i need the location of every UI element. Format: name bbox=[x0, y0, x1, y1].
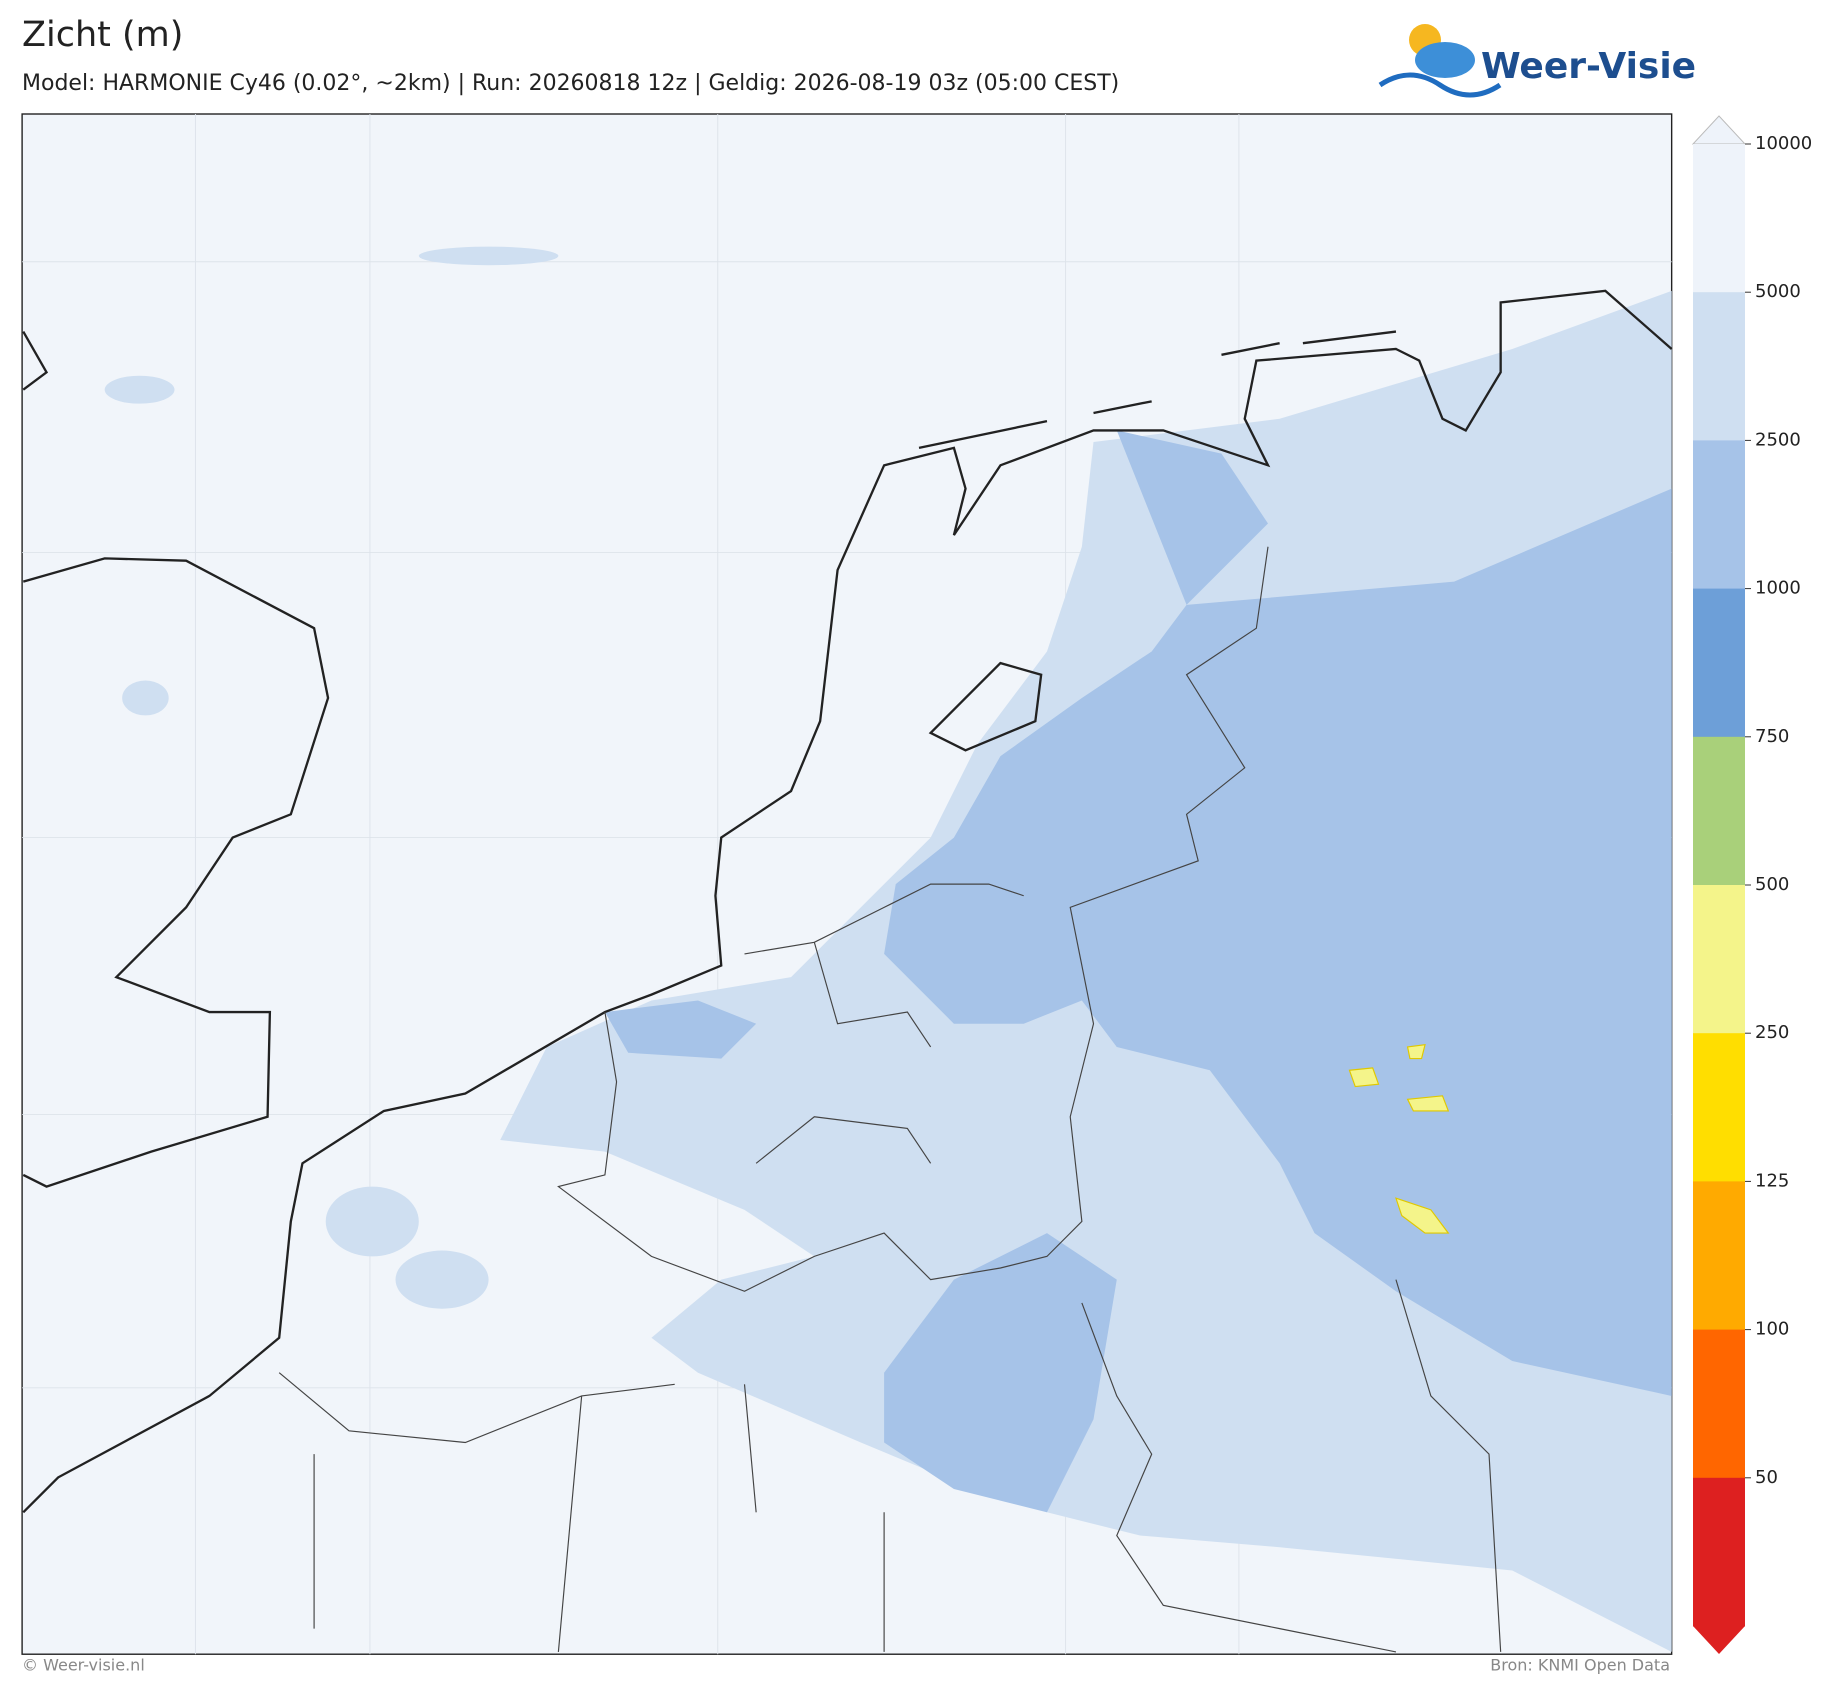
colorbar-tick-label: 250 bbox=[1755, 1022, 1789, 1043]
colorbar-band bbox=[1693, 292, 1745, 441]
logo: Weer-Visie bbox=[1378, 24, 1696, 98]
colorbar-band bbox=[1693, 440, 1745, 590]
colorbar-band bbox=[1693, 1181, 1745, 1331]
colorbar: 10000 5000 2500 1000 750 500 250 125 100 50 bbox=[1691, 115, 1812, 1654]
map bbox=[21, 113, 1673, 1655]
colorbar-tick-label: 1000 bbox=[1755, 578, 1801, 599]
colorbar-band bbox=[1693, 144, 1745, 293]
colorbar-band bbox=[1693, 1033, 1745, 1182]
subtitle: Model: HARMONIE Cy46 (0.02°, ~2km) | Run… bbox=[22, 71, 1119, 96]
colorbar-extend-top bbox=[1691, 115, 1747, 145]
colorbar-tick-label: 50 bbox=[1755, 1467, 1778, 1488]
colorbar-band bbox=[1693, 588, 1745, 738]
colorbar-tick-label: 100 bbox=[1755, 1319, 1789, 1340]
colorbar-tick-label: 5000 bbox=[1755, 281, 1801, 302]
colorbar-extend-bottom bbox=[1693, 1626, 1745, 1654]
colorbar-band bbox=[1693, 885, 1745, 1034]
footer-left: © Weer-visie.nl bbox=[22, 1656, 145, 1675]
colorbar-band bbox=[1693, 1477, 1745, 1627]
colorbar-tick-label: 125 bbox=[1755, 1170, 1789, 1191]
colorbar-band bbox=[1693, 1329, 1745, 1479]
colorbar-band bbox=[1693, 736, 1745, 886]
colorbar-tick-label: 750 bbox=[1755, 726, 1789, 747]
colorbar-tick-label: 2500 bbox=[1755, 429, 1801, 450]
colorbar-tick-label: 10000 bbox=[1755, 133, 1812, 154]
logo-text: Weer-Visie bbox=[1481, 46, 1696, 87]
colorbar-tick-label: 500 bbox=[1755, 874, 1789, 895]
footer-right: Bron: KNMI Open Data bbox=[1490, 1656, 1670, 1675]
title: Zicht (m) bbox=[22, 15, 183, 55]
